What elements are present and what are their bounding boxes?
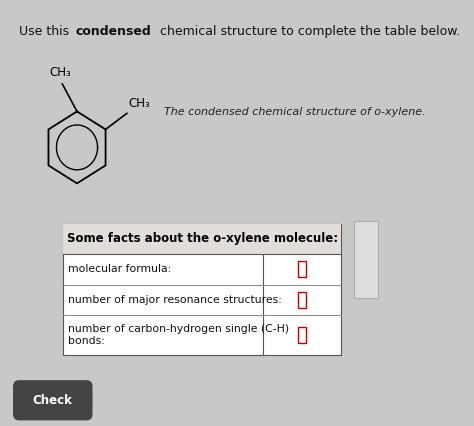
Text: number of carbon-hydrogen single (C-H)
bonds:: number of carbon-hydrogen single (C-H) b…: [68, 324, 289, 346]
Text: molecular formula:: molecular formula:: [68, 264, 171, 274]
Text: chemical structure to complete the table below.: chemical structure to complete the table…: [156, 25, 460, 37]
Text: The condensed chemical structure of o-xylene.: The condensed chemical structure of o-xy…: [164, 107, 426, 117]
Bar: [64, 224, 341, 254]
Text: Use this: Use this: [19, 25, 73, 37]
Text: condensed: condensed: [76, 25, 152, 37]
FancyBboxPatch shape: [13, 380, 92, 420]
Text: CH₃: CH₃: [49, 66, 71, 79]
Bar: [354, 222, 378, 298]
Text: Check: Check: [33, 394, 73, 406]
Bar: [298, 292, 306, 308]
Bar: [298, 261, 306, 277]
Text: CH₃: CH₃: [129, 97, 151, 110]
Text: Some facts about the o-xylene molecule:: Some facts about the o-xylene molecule:: [66, 232, 337, 245]
Text: number of major resonance structures:: number of major resonance structures:: [68, 295, 282, 305]
Bar: [64, 224, 341, 355]
Bar: [298, 327, 306, 343]
